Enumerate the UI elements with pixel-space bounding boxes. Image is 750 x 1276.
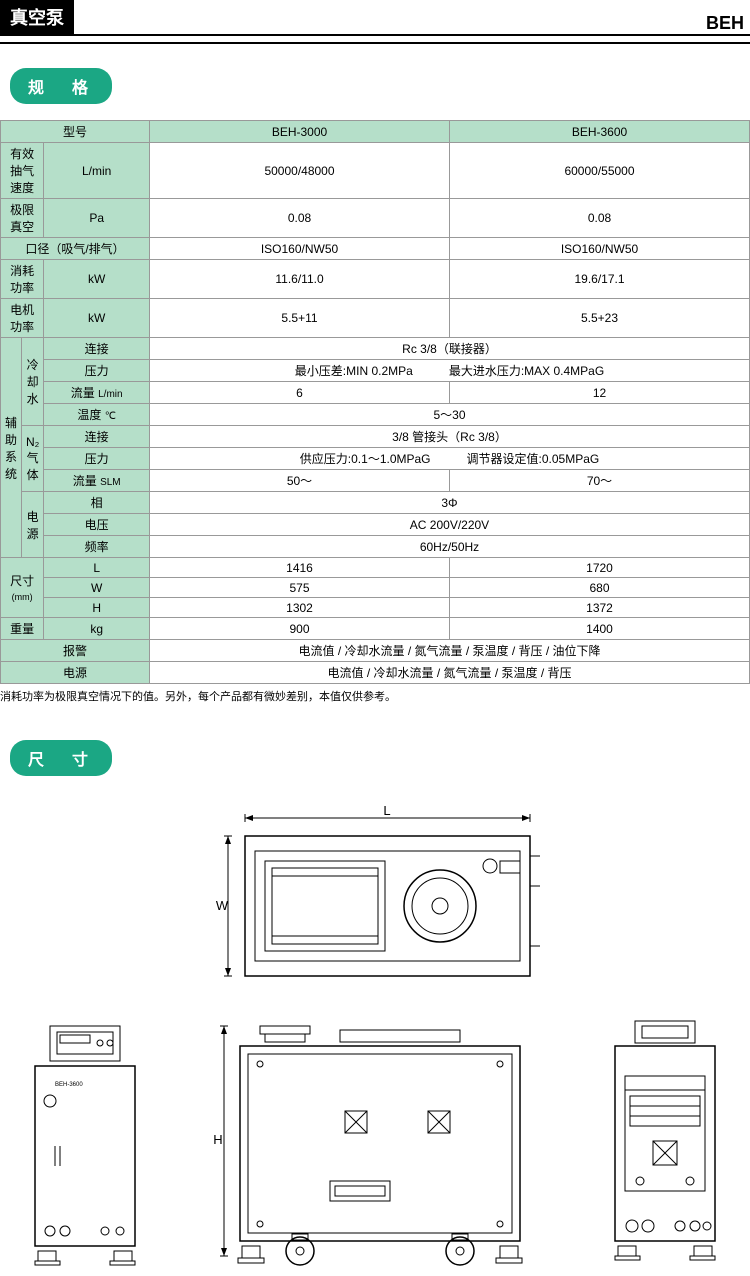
cell: 6 [150,382,450,404]
cell: 最小压差:MIN 0.2MPa 最大进水压力:MAX 0.4MPaG [150,360,750,382]
front-view-diagram: BEH-3600 [10,1016,160,1276]
spec-table: 型号 BEH-3000 BEH-3600 有效抽气速度L/min50000/48… [0,120,750,684]
cell: 1400 [450,618,750,640]
page-header: 真空泵 BEH [0,0,750,36]
cell: 680 [450,578,750,598]
col-model: 型号 [1,121,150,143]
cell: 60Hz/50Hz [150,536,750,558]
row-sublabel: 压力 [44,360,150,382]
rear-view-diagram [590,1016,740,1276]
row-sublabel: 相 [44,492,150,514]
cell: 0.08 [150,199,450,238]
cell: 5.5+23 [450,299,750,338]
divider [0,42,750,44]
row-sublabel: 流量 SLM [44,470,150,492]
cell: 19.6/17.1 [450,260,750,299]
row-sublabel: W [44,578,150,598]
cell: 11.6/11.0 [150,260,450,299]
cell: 3Φ [150,492,750,514]
section-spec-title: 规 格 [10,68,112,104]
row-unit: kW [44,260,150,299]
row-sublabel: L [44,558,150,578]
cell: 1372 [450,598,750,618]
cell: 50～ [150,470,450,492]
footnote: 消耗功率为极限真空情况下的值。另外，每个产品都有微妙差别，本值仅供参考。 [0,688,750,704]
row-sublabel: 压力 [44,448,150,470]
cell: 5～30 [150,404,750,426]
cell: 1720 [450,558,750,578]
row-unit: kg [44,618,150,640]
row-label: 有效抽气速度 [1,143,44,199]
n2-label: N₂气体 [22,426,44,492]
top-view-diagram: L W [210,806,550,996]
cell: 70～ [450,470,750,492]
power-label: 电源 [22,492,44,558]
dim-L: L [383,806,390,818]
col-m2: BEH-3600 [450,121,750,143]
dim-H: H [213,1132,222,1147]
side-view-diagram: H [210,1016,540,1276]
aux-label: 辅助系统 [1,338,22,558]
cell: AC 200V/220V [150,514,750,536]
row-unit: Pa [44,199,150,238]
dims-label: 尺寸(mm) [1,558,44,618]
row-label: 电机功率 [1,299,44,338]
cell: 5.5+11 [150,299,450,338]
row-sublabel: 流量 L/min [44,382,150,404]
dim-W: W [216,898,229,913]
row-sublabel: 温度 ℃ [44,404,150,426]
row-sublabel: 频率 [44,536,150,558]
cell: 1302 [150,598,450,618]
alarm-label: 报警 [1,640,150,662]
row-unit: L/min [44,143,150,199]
page-model: BEH [706,13,750,34]
row-sublabel: H [44,598,150,618]
row-label: 口径（吸气/排气） [1,238,150,260]
row-sublabel: 电压 [44,514,150,536]
cell: 电流值 / 冷却水流量 / 氮气流量 / 泵温度 / 背压 [150,662,750,684]
power2-label: 电源 [1,662,150,684]
cell: 0.08 [450,199,750,238]
cell: 1416 [150,558,450,578]
cell: Rc 3/8（联接器） [150,338,750,360]
row-label: 消耗功率 [1,260,44,299]
cell: ISO160/NW50 [450,238,750,260]
cell: 12 [450,382,750,404]
section-dim-title: 尺 寸 [10,740,112,776]
cell: 60000/55000 [450,143,750,199]
col-m1: BEH-3000 [150,121,450,143]
cell: 供应压力:0.1～1.0MPaG 调节器设定值:0.05MPaG [150,448,750,470]
cell: 50000/48000 [150,143,450,199]
row-sublabel: 连接 [44,426,150,448]
cell: 3/8 管接头（Rc 3/8） [150,426,750,448]
cell: ISO160/NW50 [150,238,450,260]
cell: 电流值 / 冷却水流量 / 氮气流量 / 泵温度 / 背压 / 油位下降 [150,640,750,662]
row-label: 极限真空 [1,199,44,238]
cell: 575 [150,578,450,598]
page-title: 真空泵 [0,0,74,34]
weight-label: 重量 [1,618,44,640]
model-text: BEH-3600 [55,1082,83,1088]
cooling-label: 冷却水 [22,338,44,426]
dimension-diagrams: L W [0,806,750,1276]
row-sublabel: 连接 [44,338,150,360]
cell: 900 [150,618,450,640]
row-unit: kW [44,299,150,338]
